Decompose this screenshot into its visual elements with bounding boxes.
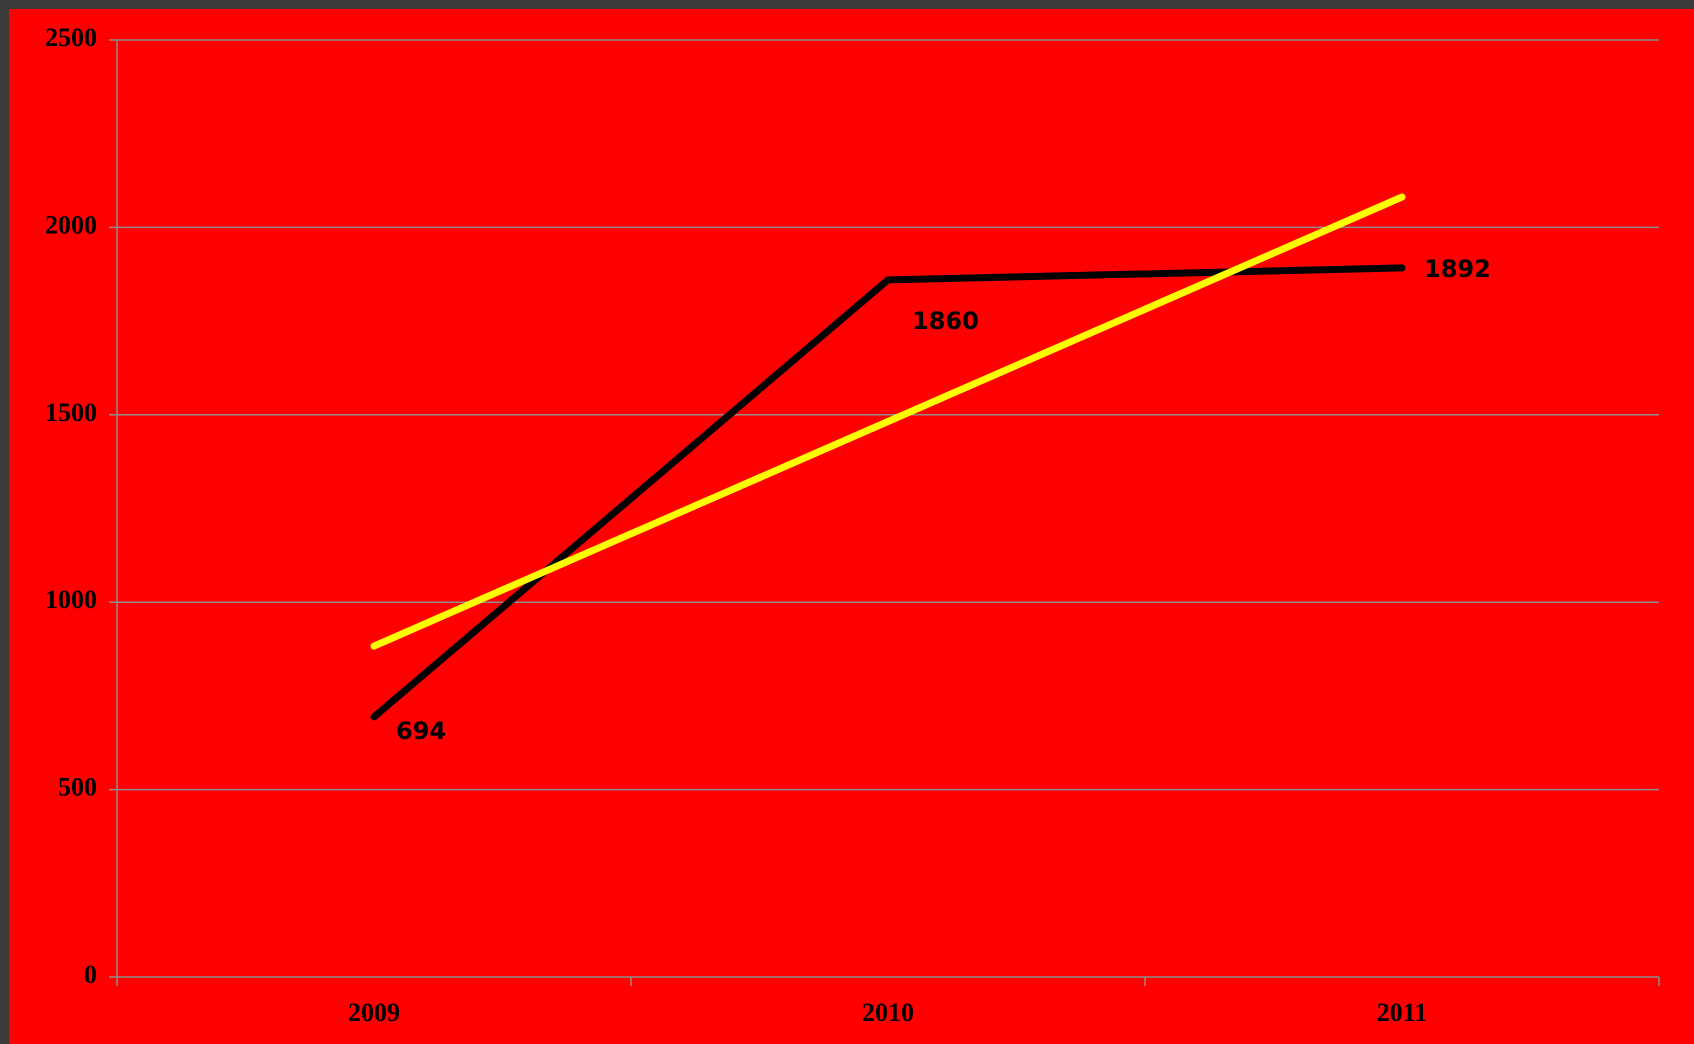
y-tick-label: 2500 <box>45 23 97 52</box>
y-tick-label: 0 <box>84 960 97 989</box>
x-tick-label: 2009 <box>348 998 400 1027</box>
x-tick-label: 2011 <box>1377 998 1428 1027</box>
y-tick-label: 1500 <box>45 398 97 427</box>
data-label: 1892 <box>1424 255 1491 283</box>
x-tick-label: 2010 <box>862 998 914 1027</box>
y-tick-label: 2000 <box>45 210 97 239</box>
data-label: 694 <box>396 717 446 745</box>
series-line <box>370 193 1406 650</box>
y-tick-label: 1000 <box>45 585 97 614</box>
y-tick-label: 500 <box>58 773 97 802</box>
chart-background <box>9 9 1694 1044</box>
data-label: 1860 <box>912 307 979 335</box>
